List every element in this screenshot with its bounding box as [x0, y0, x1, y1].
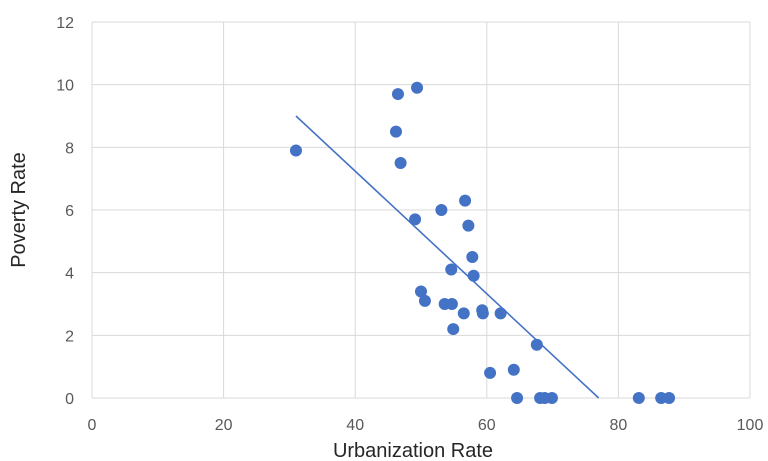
- y-tick-label: 2: [65, 328, 74, 345]
- data-point: [632, 392, 645, 404]
- data-point: [415, 285, 427, 298]
- y-tick-label: 6: [65, 203, 74, 220]
- data-point: [511, 392, 524, 404]
- axes: 0 2 4 6 8 10 12 0 20 40 60 80 100: [56, 15, 763, 434]
- data-point: [494, 307, 507, 320]
- trendline: [295, 115, 600, 399]
- data-point: [445, 298, 458, 310]
- data-point: [289, 144, 302, 157]
- data-point: [507, 363, 520, 376]
- y-tick-label: 12: [56, 15, 74, 32]
- data-point: [411, 81, 424, 94]
- grid-lines: [91, 21, 751, 399]
- data-points: [289, 81, 676, 404]
- y-tick-label: 0: [65, 391, 74, 408]
- data-point: [394, 157, 407, 169]
- y-tick-label: 4: [65, 266, 74, 283]
- data-point: [484, 366, 497, 379]
- data-point: [459, 194, 472, 207]
- x-tick-label: 40: [346, 417, 364, 434]
- data-point: [447, 323, 460, 336]
- data-point: [389, 125, 402, 138]
- data-point: [391, 88, 404, 101]
- trendline-group: [295, 115, 600, 399]
- y-tick-label: 8: [65, 140, 74, 157]
- data-point: [462, 219, 475, 232]
- x-tick-label: 0: [88, 417, 97, 434]
- x-tick-label: 20: [215, 417, 233, 434]
- x-tick-label: 60: [478, 417, 496, 434]
- y-tick-label: 10: [56, 78, 74, 95]
- x-axis-title: Urbanization Rate: [333, 440, 493, 461]
- y-axis-title: Poverty Rate: [8, 152, 30, 268]
- data-point: [445, 263, 458, 276]
- x-tick-label: 80: [610, 417, 628, 434]
- x-tick-label: 100: [737, 417, 764, 434]
- data-point: [467, 269, 480, 282]
- data-point: [476, 307, 489, 320]
- data-point: [466, 251, 479, 263]
- data-point: [418, 294, 431, 307]
- data-point: [545, 392, 558, 404]
- data-point: [409, 213, 422, 226]
- data-point: [457, 307, 470, 320]
- data-point: [663, 392, 676, 404]
- data-point: [435, 204, 448, 216]
- data-point: [530, 338, 543, 351]
